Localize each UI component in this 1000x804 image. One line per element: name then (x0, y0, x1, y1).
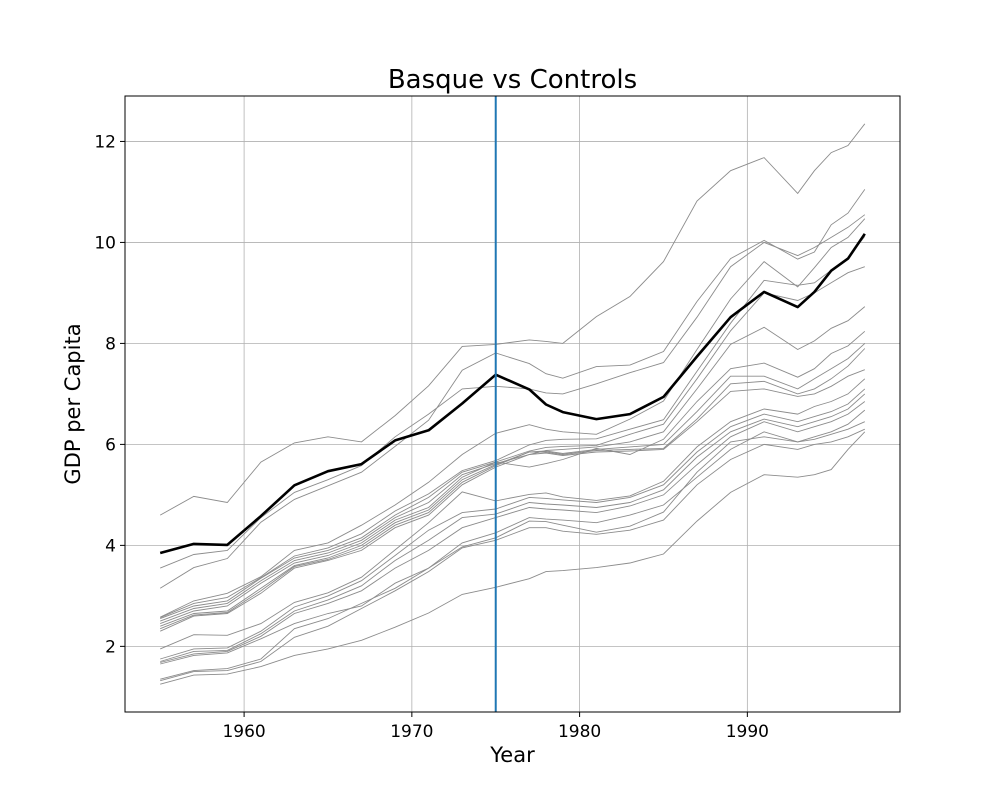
chart-title: Basque vs Controls (388, 65, 637, 95)
x-tick-label: 1960 (222, 722, 265, 742)
control-series-line (160, 378, 866, 650)
control-series-line (160, 330, 866, 625)
control-series-line (159, 189, 866, 589)
y-tick-label: 10 (94, 233, 116, 253)
control-series-line (159, 123, 866, 516)
control-series-line (160, 388, 866, 660)
x-tick-label: 1970 (390, 722, 433, 742)
axes-layer: 1960 1970 1980 1990 2 4 6 8 10 12 (94, 95, 901, 742)
control-series-line (160, 401, 866, 663)
control-series-line (160, 348, 866, 630)
lines-layer (159, 96, 866, 712)
control-series-line (160, 218, 866, 618)
control-series-line (160, 431, 866, 685)
y-tick-label: 2 (105, 637, 116, 657)
plot-frame (124, 95, 901, 713)
treated-series-line (159, 233, 866, 555)
control-series-line (160, 236, 866, 619)
control-series-line (160, 369, 865, 632)
control-series-line (160, 266, 865, 620)
control-series-line (160, 343, 866, 627)
control-series-line (160, 393, 866, 662)
x-tick-label: 1980 (558, 722, 601, 742)
control-series-line (160, 214, 866, 569)
control-series-line (160, 306, 866, 622)
y-axis-label: GDP per Capita (61, 323, 85, 484)
control-series-line (160, 428, 865, 682)
y-tick-label: 8 (105, 334, 116, 354)
y-tick-label: 12 (94, 132, 116, 152)
y-tick-label: 6 (105, 435, 116, 455)
x-tick-label: 1990 (726, 722, 769, 742)
control-series-line (160, 421, 865, 680)
y-tick-label: 4 (105, 536, 116, 556)
x-axis-label: Year (489, 743, 535, 767)
grid-layer (125, 96, 900, 712)
